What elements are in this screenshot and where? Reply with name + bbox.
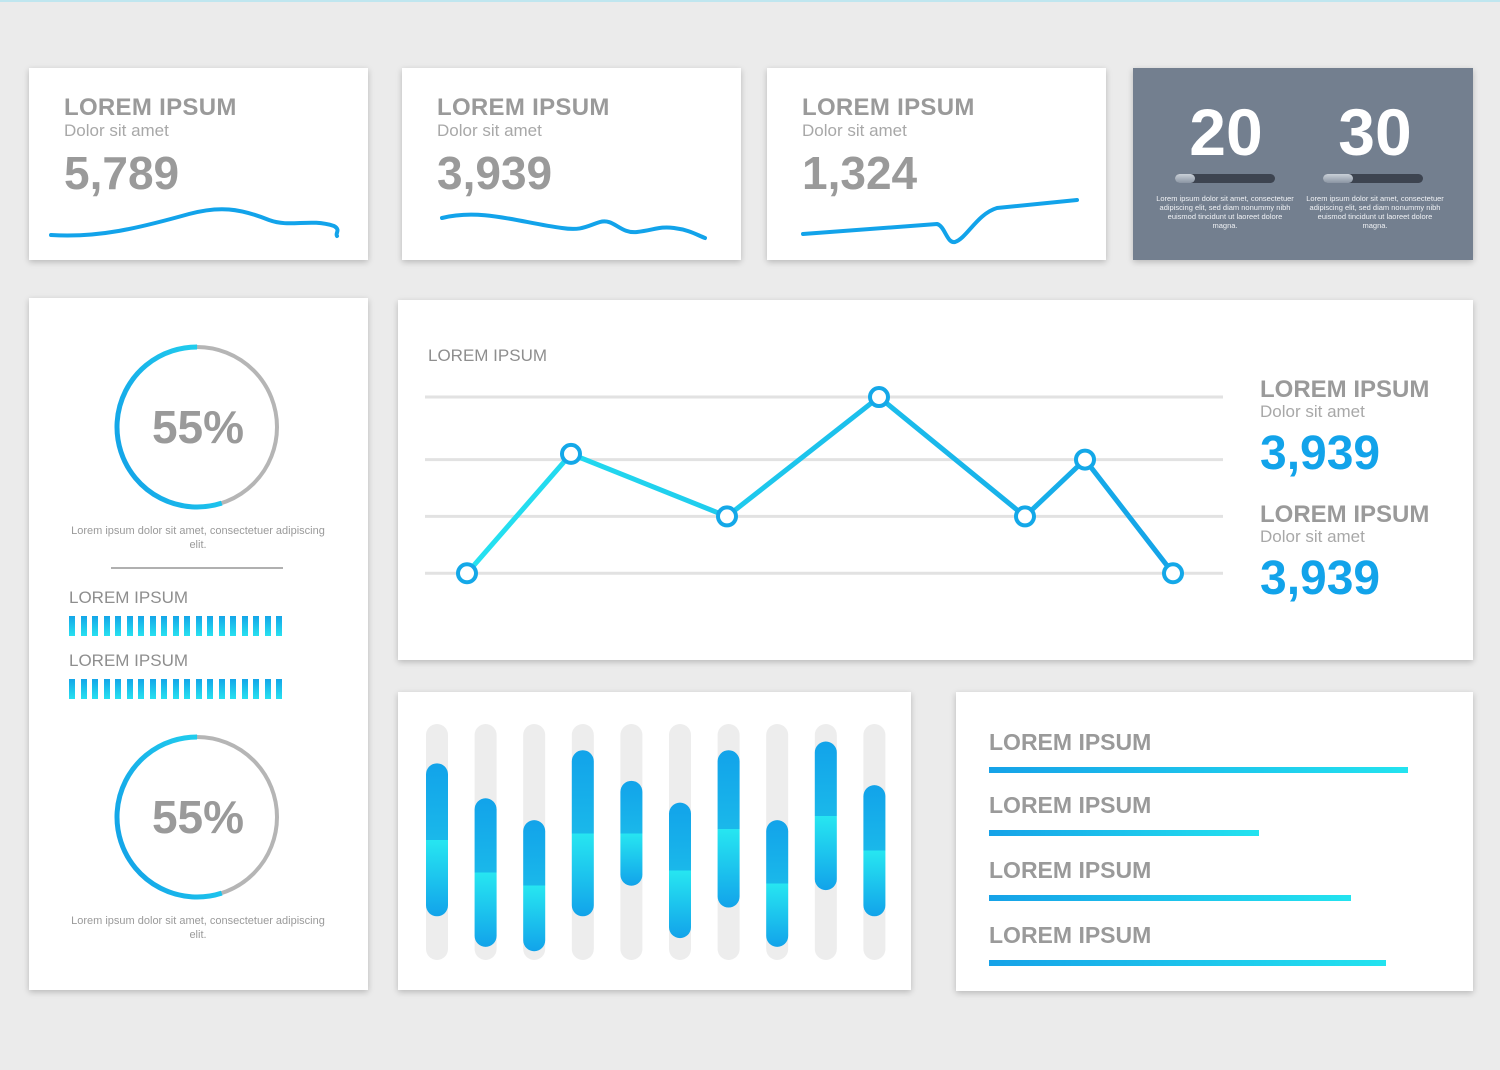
line-point (560, 442, 582, 465)
stat-card-2: LOREM IPSUM Dolor sit amet 3,939 (402, 68, 741, 260)
stat-card-value: 1,324 (802, 147, 918, 199)
hbar-label: LOREM IPSUM (989, 857, 1152, 883)
progress-label: LOREM IPSUM (69, 651, 189, 670)
counter-value: 30 (1338, 95, 1412, 169)
range-bar (426, 763, 448, 917)
legend-title: LOREM IPSUM (1260, 376, 1430, 403)
stat-card-subtitle: Dolor sit amet (437, 121, 542, 140)
range-bar (571, 750, 594, 917)
counter-progress-bar (1175, 174, 1275, 183)
counter-description: Lorem ipsum dolor sit amet, consectetuer… (1306, 194, 1444, 230)
donut-percent-label: 55% (151, 791, 245, 843)
legend-value: 3,939 (1260, 427, 1381, 480)
counter-progress-bar (1323, 174, 1423, 183)
divider (111, 567, 283, 569)
counter-value: 20 (1189, 95, 1263, 169)
donut-arc-1 (114, 344, 280, 510)
hbar (989, 960, 1386, 966)
line-point (456, 562, 478, 585)
donut-graphics (114, 344, 280, 900)
legend-subtitle: Dolor sit amet (1260, 402, 1365, 421)
stat-card-1: LOREM IPSUM Dolor sit amet 5,789 (29, 68, 368, 260)
hbar-card: LOREM IPSUM LOREM IPSUM LOREM IPSUM LORE… (956, 692, 1473, 991)
donut-arc-2 (114, 734, 280, 900)
donut-caption: Lorem ipsum dolor sit amet, consectetuer… (71, 525, 325, 551)
stat-card-value: 5,789 (64, 147, 180, 199)
hbar (989, 895, 1351, 901)
range-bar (717, 750, 740, 908)
range-bar (863, 785, 886, 917)
line-series (465, 394, 1175, 575)
hbar-label: LOREM IPSUM (989, 922, 1152, 948)
counter-progress-fill (1175, 174, 1195, 183)
counter-card: 20 Lorem ipsum dolor sit amet, consectet… (1133, 68, 1473, 260)
line-point (868, 386, 890, 409)
range-bar (620, 780, 643, 886)
donut-percent-label: 55% (151, 401, 245, 453)
hbar-label: LOREM IPSUM (989, 792, 1152, 818)
bar-chart-card (398, 692, 911, 990)
stat-card-value: 3,939 (437, 147, 553, 199)
stat-card-title: LOREM IPSUM (802, 94, 975, 121)
stat-card-subtitle: Dolor sit amet (64, 121, 169, 140)
legend-value: 3,939 (1260, 552, 1381, 605)
stat-card-title: LOREM IPSUM (437, 94, 610, 121)
sparkline (49, 207, 340, 238)
chart-title: LOREM IPSUM (428, 346, 548, 365)
stat-card-3: LOREM IPSUM Dolor sit amet 1,324 (767, 68, 1106, 260)
line-chart-card: LOREM IPSUM LOREM IPSUM Dolor sit amet 3… (398, 300, 1473, 660)
range-bar (814, 741, 837, 891)
counter-progress-fill (1323, 174, 1353, 183)
stat-card-title: LOREM IPSUM (64, 94, 237, 121)
line-point (1162, 562, 1184, 585)
range-bar (766, 820, 789, 947)
legend-subtitle: Dolor sit amet (1260, 527, 1365, 546)
tick-progress-bar (69, 616, 282, 636)
range-bar (474, 798, 497, 947)
range-bar (669, 802, 691, 939)
legend-title: LOREM IPSUM (1260, 501, 1430, 528)
top-accent-line (0, 0, 1500, 2)
stat-card-subtitle: Dolor sit amet (802, 121, 907, 140)
progress-label: LOREM IPSUM (69, 588, 189, 607)
line-point (1074, 448, 1096, 471)
tick-progress-bar (69, 679, 282, 699)
donut-caption: Lorem ipsum dolor sit amet, consectetuer… (71, 915, 325, 941)
line-chart (425, 386, 1223, 585)
hbar (989, 830, 1260, 836)
line-point (716, 505, 738, 528)
hbar-label: LOREM IPSUM (989, 729, 1152, 755)
donut-panel: 55% Lorem ipsum dolor sit amet, consecte… (29, 298, 368, 990)
counter-description: Lorem ipsum dolor sit amet, consectetuer… (1156, 194, 1294, 230)
hbar (989, 767, 1408, 773)
sparkline (440, 212, 707, 240)
range-bar (523, 820, 546, 952)
sparkline (801, 198, 1079, 245)
line-point (1014, 505, 1036, 528)
range-bar-chart (426, 724, 886, 960)
